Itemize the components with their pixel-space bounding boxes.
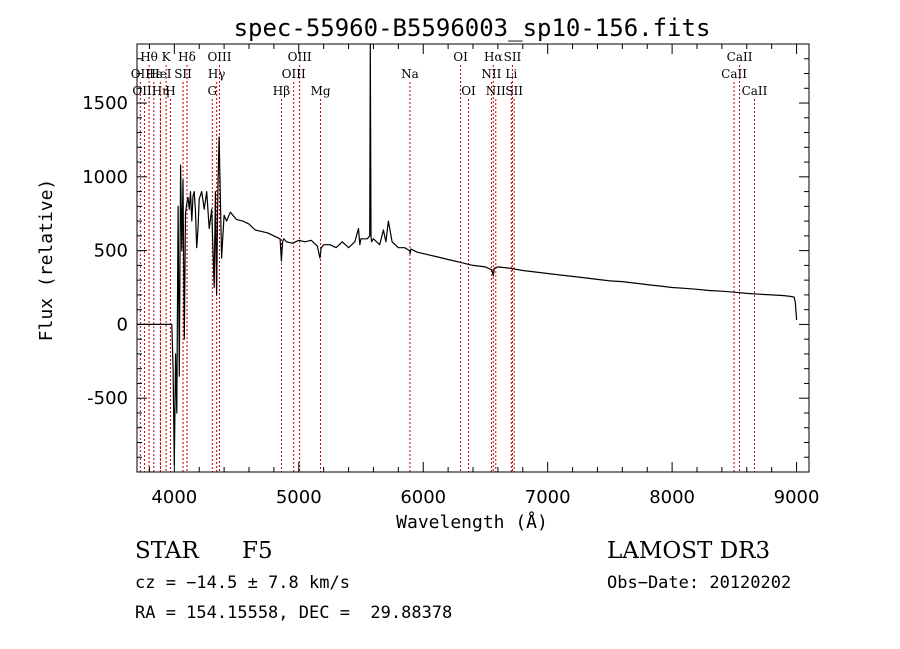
line-marker-label: SII bbox=[174, 67, 192, 81]
x-tick-label: 5000 bbox=[276, 487, 322, 508]
y-tick-label: -500 bbox=[87, 388, 128, 409]
y-tick-label: 0 bbox=[117, 314, 128, 335]
observation-date: Obs−Date: 20120202 bbox=[607, 573, 792, 593]
line-marker-label: Hθ bbox=[140, 50, 158, 64]
line-marker-label: Mg bbox=[311, 84, 331, 98]
line-marker-label: OIII bbox=[282, 67, 306, 81]
x-axis-label: Wavelength (Å) bbox=[396, 511, 548, 533]
x-tick-label: 8000 bbox=[649, 487, 695, 508]
y-axis-label: Flux (relative) bbox=[36, 179, 57, 342]
line-marker-label: Hδ bbox=[178, 50, 196, 64]
line-marker-label: HeI bbox=[149, 67, 172, 81]
line-marker-label: OI bbox=[453, 50, 468, 64]
y-tick-label: 1500 bbox=[82, 93, 128, 114]
line-marker-label: K bbox=[162, 50, 172, 64]
line-marker-label: CaII bbox=[721, 67, 747, 81]
line-marker-label: SII bbox=[504, 50, 522, 64]
spectrum-series bbox=[137, 43, 798, 466]
axes: 4000 5000 6000 7000 8000 9000 -500 0 500 1000 1500 bbox=[82, 44, 819, 508]
line-marker-label: SII bbox=[505, 84, 523, 98]
line-marker-label: Hε bbox=[145, 67, 162, 81]
y-tick-label: 1000 bbox=[82, 167, 128, 188]
line-marker-label: Na bbox=[401, 67, 419, 81]
chart-title: spec-55960-B5596003_sp10-156.fits bbox=[234, 14, 711, 42]
line-marker-label: G bbox=[207, 84, 217, 98]
line-marker-label: NII bbox=[486, 84, 506, 98]
line-marker-label: Hβ bbox=[273, 84, 290, 98]
object-class: STAR bbox=[135, 538, 199, 564]
line-marker-label: OIII bbox=[288, 50, 312, 64]
spectrum-line bbox=[137, 43, 798, 466]
plot-frame bbox=[136, 43, 810, 473]
line-marker-label: OIII bbox=[207, 50, 231, 64]
line-marker-label: CaII bbox=[727, 50, 753, 64]
line-marker-label: CaII bbox=[742, 84, 768, 98]
survey-name: LAMOST DR3 bbox=[607, 538, 771, 564]
line-marker-label: NII bbox=[481, 67, 501, 81]
line-marker-label: OIII bbox=[132, 84, 156, 98]
line-marker-label: H bbox=[165, 84, 175, 98]
redshift-value: cz = −14.5 ± 7.8 km/s bbox=[135, 573, 350, 593]
line-marker-label: Li bbox=[505, 67, 517, 81]
line-marker-label: OI bbox=[461, 84, 476, 98]
x-tick-label: 4000 bbox=[151, 487, 197, 508]
x-tick-label: 6000 bbox=[400, 487, 446, 508]
coordinates: RA = 154.15558, DEC = 29.88378 bbox=[135, 603, 453, 623]
line-marker-label: Hγ bbox=[208, 67, 226, 81]
y-tick-label: 500 bbox=[94, 241, 128, 262]
object-subclass: F5 bbox=[242, 538, 273, 564]
x-tick-label: 9000 bbox=[774, 487, 820, 508]
line-marker-label: Hα bbox=[484, 50, 503, 64]
x-tick-label: 7000 bbox=[525, 487, 571, 508]
